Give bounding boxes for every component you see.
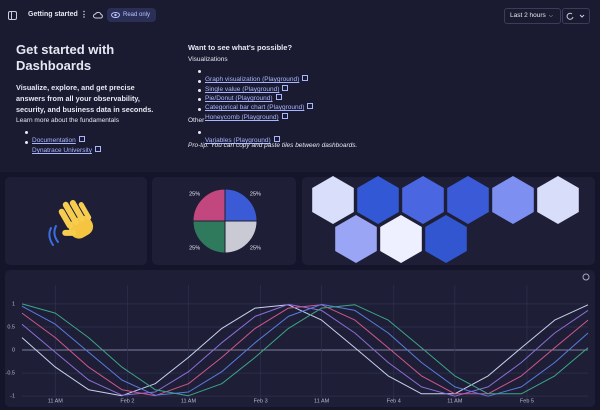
- link[interactable]: Categorical bar chart (Playground): [205, 104, 313, 111]
- x-tick-label: Feb 3: [254, 398, 268, 404]
- possible-heading: Want to see what's possible?: [188, 43, 293, 52]
- x-tick-label: 11 AM: [314, 398, 330, 404]
- learn-text: Learn more about the fundamentals: [16, 117, 119, 124]
- y-tick-label: 0.5: [7, 324, 15, 330]
- group-title: Visualizations: [188, 56, 228, 63]
- hexagon: [492, 176, 534, 224]
- link[interactable]: Honeycomb (Playground): [205, 114, 288, 121]
- cloud-icon: [93, 11, 103, 19]
- timeframe-text: Last 2 hours: [510, 12, 546, 19]
- intro-lead: Visualize, explore, and get precise answ…: [16, 83, 154, 114]
- x-tick-label: 11 AM: [48, 398, 64, 404]
- wave-hand: [58, 200, 94, 239]
- series-line: [21, 304, 589, 397]
- link-item: Graph visualization (Playground): [198, 68, 308, 86]
- header-area: Getting started ⋮ Read only Last 2 hours…: [0, 0, 600, 172]
- x-tick-label: 11 AM: [447, 398, 463, 404]
- link[interactable]: Variables (Playground): [205, 137, 280, 144]
- pie-slice: [224, 220, 258, 254]
- link[interactable]: Pie/Donut (Playground): [205, 95, 282, 102]
- link[interactable]: Documentation: [32, 137, 85, 144]
- menu-icon[interactable]: ⋮: [80, 10, 88, 19]
- slice-label: 25%: [189, 245, 200, 251]
- dashboard-title: Getting started: [28, 11, 78, 18]
- link-item: Pie/Donut (Playground): [198, 87, 282, 105]
- hexagon: [537, 176, 579, 224]
- x-tick-label: Feb 2: [120, 398, 134, 404]
- y-tick-label: 0: [12, 347, 15, 353]
- pie-slice: [192, 220, 226, 254]
- link[interactable]: Dynatrace University: [32, 147, 101, 154]
- slice-label: 25%: [250, 245, 261, 251]
- hexagon: [402, 176, 444, 224]
- series-line: [21, 303, 589, 397]
- link-item: Variables (Playground): [198, 129, 280, 147]
- wave-lines: [48, 225, 59, 246]
- slice-label: 25%: [250, 192, 261, 198]
- series-line: [21, 304, 589, 397]
- pie-slice: [192, 188, 226, 222]
- timeframe-selector[interactable]: Last 2 hours ⌵: [504, 8, 561, 24]
- chevron: ⌵: [549, 13, 553, 19]
- link[interactable]: Graph visualization (Playground): [205, 76, 308, 83]
- hexagon: [312, 176, 354, 224]
- hexagon: [357, 176, 399, 224]
- link[interactable]: Single value (Playground): [205, 86, 288, 93]
- tile[interactable]: [5, 270, 595, 407]
- refresh-icon: [566, 12, 585, 20]
- refresh-button[interactable]: [562, 8, 590, 24]
- group-title: Other: [188, 117, 205, 124]
- y-tick-label: -0.5: [6, 371, 15, 377]
- x-tick-label: Feb 4: [387, 398, 401, 404]
- y-tick-label: 1: [12, 301, 15, 307]
- link-item: Documentation: [25, 129, 85, 147]
- link-item: Categorical bar chart (Playground): [198, 96, 313, 114]
- eye-icon: [111, 12, 120, 18]
- info-icon[interactable]: [582, 273, 590, 281]
- link-item: Single value (Playground): [198, 78, 288, 96]
- link-item: Dynatrace University: [25, 139, 101, 157]
- hexagon: [447, 176, 489, 224]
- x-tick-label: Feb 5: [520, 398, 534, 404]
- hexagon: [380, 215, 422, 263]
- read-only-badge: Read only: [107, 8, 157, 22]
- series-line: [21, 303, 589, 397]
- slice-label: 25%: [189, 192, 200, 198]
- pro-tip: Pro-tip: You can copy and paste tiles be…: [188, 142, 358, 149]
- series-line: [21, 303, 589, 397]
- hexagon: [425, 215, 467, 263]
- pie-slice: [224, 188, 258, 222]
- intro-heading: Get started with Dashboards: [16, 42, 115, 73]
- sidebar-icon[interactable]: [8, 11, 17, 20]
- x-tick-label: 11 AM: [181, 398, 197, 404]
- badge-text: Read only: [123, 12, 151, 18]
- hexagon: [335, 215, 377, 263]
- link-item: Honeycomb (Playground): [198, 106, 288, 124]
- y-tick-label: -1: [10, 394, 15, 400]
